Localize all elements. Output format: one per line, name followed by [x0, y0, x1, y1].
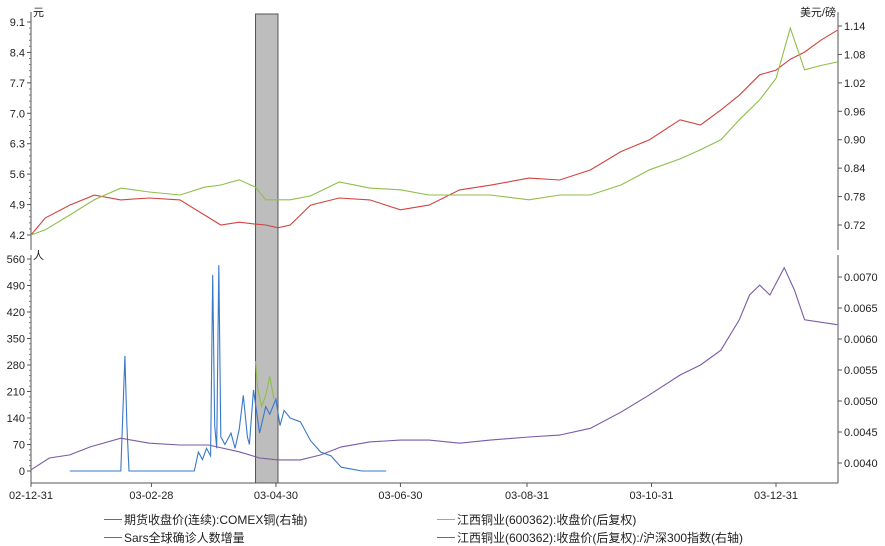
right-tick-label: 0.78: [844, 192, 865, 204]
left-tick-label: 70: [13, 440, 25, 452]
left-tick-label: 7.0: [10, 108, 25, 120]
right-tick-label: 0.72: [844, 220, 865, 232]
left-tick-label: 490: [7, 281, 25, 293]
x-tick-label: 03-12-31: [754, 490, 798, 502]
left-tick-label: 4.2: [10, 230, 25, 242]
left-tick-label: 5.6: [10, 169, 25, 181]
right-tick-label: 0.0045: [844, 427, 878, 439]
right-tick-label: 0.0055: [844, 365, 878, 377]
left-tick-label: 420: [7, 307, 25, 319]
right-tick-label: 0.0065: [844, 303, 878, 315]
x-tick-label: 03-02-28: [129, 490, 173, 502]
x-tick-label: 02-12-31: [9, 490, 53, 502]
legend-swatch: [437, 519, 455, 520]
x-tick-label: 03-10-31: [629, 490, 673, 502]
x-tick-label: 03-08-31: [505, 490, 549, 502]
legend-label: 期货收盘价(连续):COMEX铜(右轴): [124, 513, 308, 527]
x-tick-label: 03-06-30: [378, 490, 422, 502]
right-axis-unit: 美元/磅: [800, 5, 836, 19]
right-tick-label: 0.0070: [844, 272, 878, 284]
left-axis-unit: 元: [33, 7, 44, 19]
left-axis-unit: 人: [33, 249, 44, 262]
right-tick-label: 0.0060: [844, 334, 878, 346]
left-tick-label: 140: [7, 413, 25, 425]
highlight-band: [255, 13, 279, 484]
legend-label: 江西铜业(600362):收盘价(后复权):/沪深300指数(右轴): [457, 531, 744, 545]
left-tick-label: 7.7: [10, 78, 25, 90]
x-tick-label: 03-04-30: [254, 490, 298, 502]
series-line-0-1: [30, 26, 838, 236]
right-tick-label: 0.90: [844, 135, 865, 147]
left-tick-label: 8.4: [10, 47, 25, 59]
right-tick-label: 0.96: [844, 106, 865, 118]
right-tick-label: 1.02: [844, 78, 865, 90]
left-tick-label: 4.9: [10, 200, 25, 212]
legend-label: 江西铜业(600362):收盘价(后复权): [457, 513, 637, 527]
left-tick-label: 350: [7, 334, 25, 346]
legend-swatch: [437, 537, 455, 538]
left-tick-label: 9.1: [10, 17, 25, 29]
series-line-1-0: [69, 265, 387, 472]
legend-item-comex: 期货收盘价(连续):COMEX铜(右轴): [104, 511, 307, 528]
legend-swatch: [104, 519, 122, 520]
legend-swatch: [104, 537, 122, 538]
legend-item-sars: Sars全球确诊人数增量: [104, 529, 245, 546]
right-tick-label: 1.14: [844, 21, 865, 33]
left-tick-label: 560: [7, 254, 25, 266]
right-tick-label: 1.08: [844, 49, 865, 61]
legend-item-jxcu: 江西铜业(600362):收盘价(后复权): [437, 511, 636, 528]
right-tick-label: 0.0040: [844, 458, 878, 470]
series-line-0-0: [30, 29, 838, 236]
left-tick-label: 0: [19, 466, 25, 478]
left-tick-label: 210: [7, 387, 25, 399]
right-tick-label: 0.0050: [844, 396, 878, 408]
series-line-1-1: [30, 266, 838, 471]
legend-item-ratio: 江西铜业(600362):收盘价(后复权):/沪深300指数(右轴): [437, 529, 743, 546]
right-tick-label: 0.84: [844, 163, 865, 175]
legend-label: Sars全球确诊人数增量: [124, 531, 245, 545]
series-line-1-2: [254, 361, 275, 409]
left-tick-label: 280: [7, 360, 25, 372]
chart: 4.2 4.9 5.6 6.3 7.0 7.7 8.4 9.1 0.72 0.78 0.84 0.90…: [7, 5, 878, 502]
left-tick-label: 6.3: [10, 139, 25, 151]
